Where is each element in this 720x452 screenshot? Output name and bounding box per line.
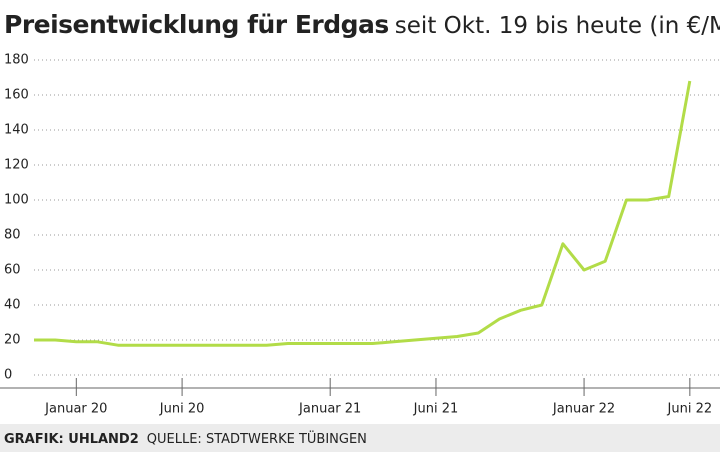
y-tick-label: 180 (4, 53, 29, 68)
x-tick-label: Juni 21 (413, 402, 459, 417)
y-tick-label: 20 (4, 333, 21, 348)
footer: GRAFIK: UHLAND2 QUELLE: STADTWERKE TÜBING… (4, 430, 367, 447)
chart-subtitle: seit Okt. 19 bis heute (in €/MWh) (395, 13, 720, 39)
footer-band (0, 424, 720, 452)
y-tick-label: 100 (4, 193, 29, 208)
x-tick-label: Januar 22 (552, 402, 615, 417)
y-tick-label: 60 (4, 263, 21, 278)
source: QUELLE: STADTWERKE TÜBINGEN (147, 430, 367, 447)
y-tick-label: 80 (4, 228, 21, 243)
credit: GRAFIK: UHLAND2 (4, 432, 139, 447)
x-tick-label: Juni 20 (159, 402, 205, 417)
y-tick-label: 140 (4, 123, 29, 138)
y-tick-label: 120 (4, 158, 29, 173)
line (34, 80, 692, 347)
y-tick-label: 40 (4, 298, 21, 313)
x-tick-label: Juni 22 (667, 402, 713, 417)
chart-heading: Preisentwicklung für Erdgas seit Okt. 19 … (4, 10, 720, 39)
y-tick-label: 160 (4, 88, 29, 103)
x-tick-label: Januar 20 (44, 402, 107, 417)
chart-title: Preisentwicklung für Erdgas (4, 10, 389, 39)
x-tick-label: Januar 21 (298, 402, 361, 417)
y-tick-label: 0 (4, 368, 12, 383)
